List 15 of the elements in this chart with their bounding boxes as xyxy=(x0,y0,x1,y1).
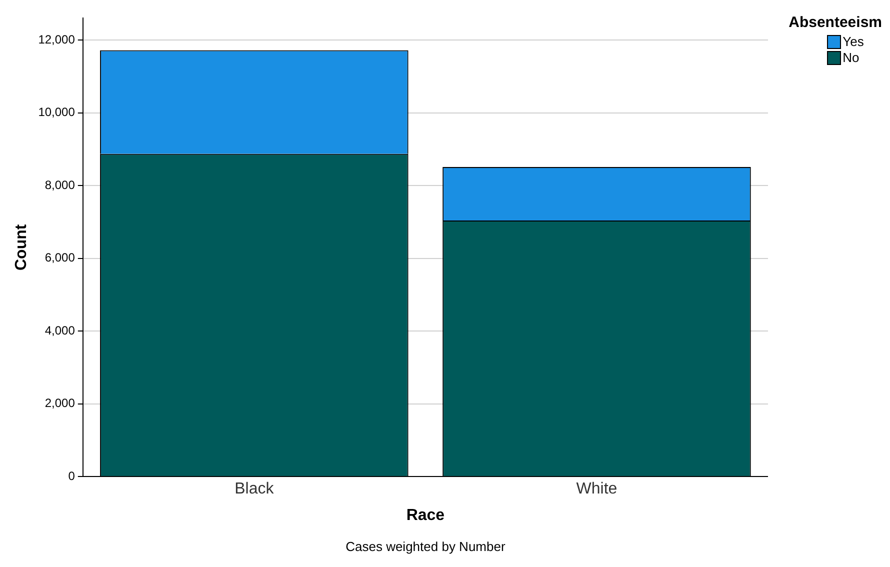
legend-label: Yes xyxy=(842,34,864,50)
x-axis-title: Race xyxy=(406,506,445,524)
legend-title: Absenteeism xyxy=(788,14,882,31)
y-tick-label: 10,000 xyxy=(38,105,76,120)
x-tick-label: Black xyxy=(234,480,275,498)
y-tick-label: 2,000 xyxy=(44,396,76,410)
y-tick-label: 0 xyxy=(68,468,76,483)
x-tick-label: White xyxy=(576,480,618,498)
y-tick-label: 12,000 xyxy=(38,32,76,46)
y-tick-label: 4,000 xyxy=(44,323,76,338)
text: No xyxy=(842,50,860,66)
y-axis-title: Count xyxy=(13,224,30,270)
y-tick-label: 8,000 xyxy=(44,178,76,192)
text: Cases weighted by Number xyxy=(346,539,506,554)
y-tick-label: 6,000 xyxy=(44,250,76,265)
